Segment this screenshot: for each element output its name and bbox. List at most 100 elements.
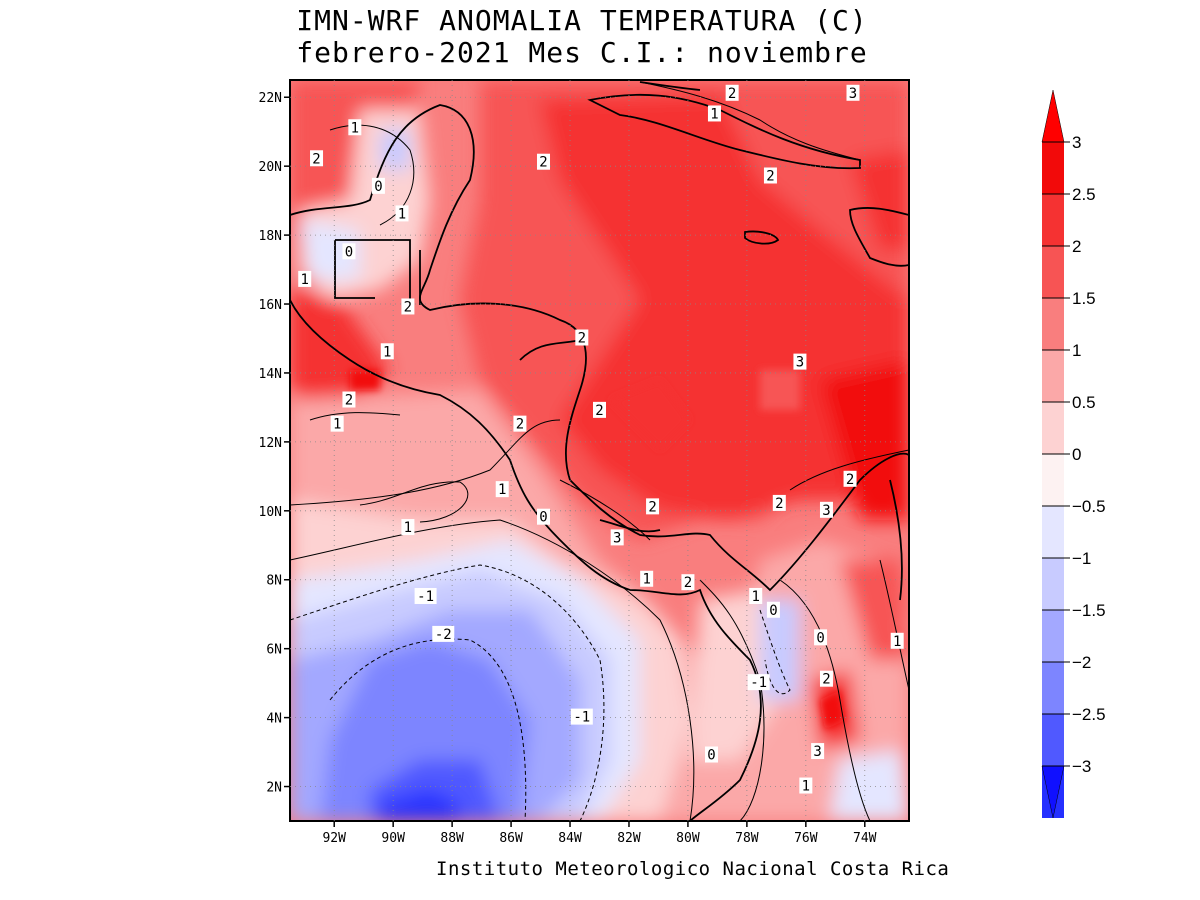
contour-label: 0 <box>705 746 719 764</box>
contour-label: 1 <box>298 270 312 288</box>
svg-text:2: 2 <box>766 169 774 185</box>
svg-text:-1: -1 <box>573 710 590 726</box>
svg-text:-1: -1 <box>750 675 767 691</box>
colorbar-segment <box>1042 402 1064 454</box>
svg-text:2: 2 <box>312 151 320 167</box>
colorbar-label: 1.5 <box>1072 289 1096 308</box>
svg-text:3: 3 <box>822 503 830 519</box>
contour-label: 1 <box>495 481 509 498</box>
svg-text:2: 2 <box>822 672 830 688</box>
svg-text:3: 3 <box>796 355 804 371</box>
contour-label: 0 <box>536 508 550 526</box>
colorbar-max-triangle <box>1041 89 1065 143</box>
svg-text:0: 0 <box>539 510 547 526</box>
contour-label: -1 <box>414 587 437 605</box>
colorbar-segment <box>1042 246 1064 298</box>
graticule <box>290 80 909 821</box>
svg-text:0: 0 <box>769 603 777 619</box>
colorbar-segment <box>1042 662 1064 714</box>
map-frame <box>289 79 910 822</box>
contour-label: 2 <box>310 150 324 167</box>
lon-tick-label: 74W <box>853 831 877 846</box>
contour-label: 1 <box>707 105 721 122</box>
credit-text: Instituto Meteorologico Nacional Costa R… <box>436 858 950 880</box>
svg-text:3: 3 <box>613 530 621 546</box>
contour-label: 2 <box>819 670 833 688</box>
lat-tick-label: 12N <box>259 436 282 451</box>
svg-text:2: 2 <box>684 575 692 591</box>
svg-text:2: 2 <box>345 393 353 409</box>
svg-text:2: 2 <box>728 86 736 102</box>
contour-label: 2 <box>843 470 857 488</box>
contour-label: 2 <box>772 494 786 512</box>
lon-tick-label: 78W <box>735 831 759 846</box>
contour-label: 2 <box>536 153 550 171</box>
contour-label: 1 <box>640 570 654 588</box>
lon-tick-label: 92W <box>322 831 346 846</box>
contour-label: 1 <box>330 415 344 433</box>
svg-text:1: 1 <box>404 520 412 536</box>
colorbar-label: 0 <box>1072 445 1081 464</box>
lon-tick-label: 80W <box>676 831 700 846</box>
colorbar-segment <box>1042 506 1064 558</box>
colorbar-label: −2 <box>1072 653 1091 672</box>
contour-label: 2 <box>513 415 527 433</box>
svg-text:-2: -2 <box>435 627 452 643</box>
lat-tick-label: 22N <box>259 91 282 106</box>
svg-text:0: 0 <box>707 748 715 764</box>
svg-text:0: 0 <box>816 630 824 646</box>
colorbar-segment <box>1042 350 1064 402</box>
svg-text:-1: -1 <box>417 589 434 605</box>
lat-tick-label: 2N <box>266 781 282 796</box>
contour-label: 2 <box>342 391 356 409</box>
svg-text:1: 1 <box>802 779 810 795</box>
colorbar-label: 2 <box>1072 237 1081 256</box>
lon-tick-label: 84W <box>558 831 582 846</box>
svg-text:2: 2 <box>648 499 656 515</box>
anomaly-field <box>290 80 909 821</box>
lat-tick-label: 14N <box>259 367 282 382</box>
colorbar-segment <box>1042 298 1064 350</box>
svg-text:1: 1 <box>333 417 341 433</box>
lat-tick-label: 6N <box>266 643 282 658</box>
contour-label: 1 <box>799 777 813 795</box>
contour-label: 1 <box>380 343 394 360</box>
lon-tick-label: 76W <box>794 831 818 846</box>
svg-text:2: 2 <box>578 330 586 346</box>
lat-tick-label: 4N <box>266 712 282 727</box>
lat-tick-label: 18N <box>259 229 282 244</box>
svg-text:2: 2 <box>595 403 603 419</box>
svg-text:2: 2 <box>775 496 783 512</box>
svg-text:0: 0 <box>374 179 382 195</box>
map-subtitle: febrero-2021 Mes C.I.: noviembre <box>296 36 868 69</box>
lon-tick-label: 90W <box>381 831 405 846</box>
colorbar-label: 0.5 <box>1072 393 1096 412</box>
svg-text:1: 1 <box>351 120 359 136</box>
lat-tick-label: 8N <box>266 574 282 589</box>
contour-label: 2 <box>725 84 739 102</box>
svg-text:1: 1 <box>710 106 718 122</box>
contour-label: 0 <box>814 629 828 646</box>
contour-label: 0 <box>342 243 356 260</box>
lat-tick-label: 20N <box>259 160 282 175</box>
colorbar-label: −3 <box>1072 757 1091 776</box>
map-title: IMN-WRF ANOMALIA TEMPERATURA (C) <box>296 4 868 37</box>
svg-text:2: 2 <box>404 299 412 315</box>
contour-label: 1 <box>749 587 763 605</box>
colorbar-label: 2.5 <box>1072 185 1096 204</box>
contour-label: 3 <box>811 743 825 760</box>
svg-text:0: 0 <box>345 244 353 260</box>
svg-text:2: 2 <box>846 472 854 488</box>
colorbar-segment <box>1042 714 1064 766</box>
colorbar-segment <box>1042 454 1064 506</box>
lat-tick-label: 10N <box>259 505 282 520</box>
colorbar-label: 3 <box>1072 133 1081 152</box>
colorbar-segment <box>1042 142 1064 194</box>
contour-label: 3 <box>846 84 860 102</box>
contour-label: 2 <box>593 401 606 419</box>
svg-text:2: 2 <box>539 155 547 171</box>
contour-label: 3 <box>610 529 624 546</box>
contour-label: 2 <box>646 498 660 515</box>
colorbar-label: −1 <box>1072 549 1091 568</box>
